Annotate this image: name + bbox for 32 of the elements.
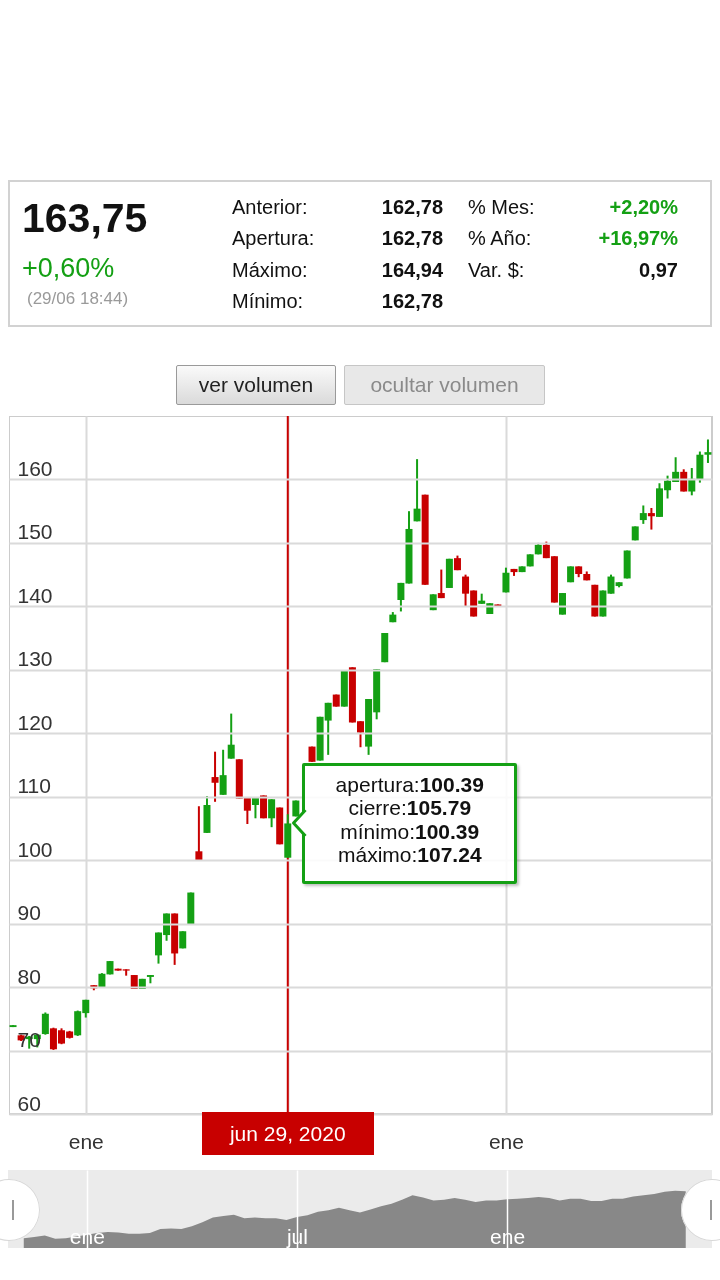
button: ver volumen — [176, 365, 336, 405]
text: 163,75 — [22, 195, 148, 241]
text: (29/06 18:44) — [27, 289, 129, 308]
button: ocultar volumen — [344, 365, 545, 405]
text: Máximo: — [232, 258, 308, 281]
text: Mínimo: — [232, 289, 304, 312]
text: Apertura: — [232, 227, 315, 250]
y-tick-label: 150 — [17, 520, 53, 544]
text: Anterior: — [232, 196, 308, 218]
y-tick-label: 160 — [17, 456, 53, 480]
text: 162,78 — [381, 289, 443, 312]
x-tick-label: ene — [68, 1129, 104, 1153]
text: +0,60% — [22, 253, 115, 283]
y-tick-label: 140 — [17, 583, 53, 607]
y-tick-label: 90 — [17, 901, 41, 925]
text: Var. $: — [468, 258, 525, 281]
y-tick-label: 110 — [17, 774, 51, 798]
y-tick-label: 130 — [17, 647, 53, 671]
text: 162,78 — [381, 196, 443, 218]
y-tick-label: 120 — [17, 710, 53, 734]
text: 162,78 — [381, 227, 443, 250]
annotation: apertura:100.39 cierre:105.79 mínimo:100.39 máximo:107.24 — [335, 772, 484, 867]
text: % Año: — [468, 227, 532, 250]
y-tick-label: 60 — [17, 1091, 41, 1115]
text: 164,94 — [381, 258, 443, 281]
text: +2,20% — [609, 196, 678, 218]
text: % Mes: — [468, 196, 535, 218]
text: 0,97 — [639, 258, 678, 281]
y-tick-label: 80 — [17, 964, 41, 988]
x-tick-label: ene — [488, 1129, 524, 1153]
text: +16,97% — [598, 227, 678, 250]
y-tick-label: 100 — [17, 837, 53, 861]
